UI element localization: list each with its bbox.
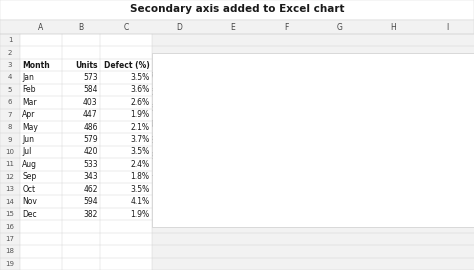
Text: 3.5%: 3.5%: [130, 147, 150, 157]
Bar: [199, 94, 212, 188]
Text: B: B: [78, 22, 83, 32]
Text: 2.4%: 2.4%: [130, 160, 150, 169]
Text: D: D: [176, 22, 182, 32]
Text: 11: 11: [6, 161, 15, 167]
Legend: Units, Defect (%): Units, Defect (%): [251, 212, 374, 227]
Text: 2: 2: [8, 50, 12, 56]
Text: 10: 10: [6, 149, 15, 155]
Text: Apr: Apr: [22, 110, 36, 119]
Bar: [270, 110, 283, 188]
Text: 2.1%: 2.1%: [131, 123, 150, 132]
Text: 3.7%: 3.7%: [130, 135, 150, 144]
Text: Jun: Jun: [22, 135, 35, 144]
Text: F: F: [284, 22, 288, 32]
Text: 3.5%: 3.5%: [130, 185, 150, 194]
Text: C: C: [123, 22, 128, 32]
Text: 17: 17: [6, 236, 15, 242]
Text: I: I: [446, 22, 448, 32]
Text: A: A: [38, 22, 44, 32]
Text: 4.1%: 4.1%: [130, 197, 150, 206]
Text: 18: 18: [6, 248, 15, 254]
Text: 382: 382: [83, 210, 98, 219]
Text: Secondary axis added to Excel chart: Secondary axis added to Excel chart: [130, 4, 344, 14]
Text: Defect (%): Defect (%): [104, 60, 150, 70]
Text: 462: 462: [83, 185, 98, 194]
Text: 3: 3: [8, 62, 12, 68]
Text: 7: 7: [8, 112, 12, 118]
Text: 1.9%: 1.9%: [130, 110, 150, 119]
Bar: [389, 114, 402, 188]
Text: 16: 16: [6, 224, 15, 230]
Text: 15: 15: [6, 211, 14, 217]
Bar: [341, 102, 355, 188]
Text: 4: 4: [8, 75, 12, 80]
Text: 1.8%: 1.8%: [131, 172, 150, 181]
Text: 3.5%: 3.5%: [130, 73, 150, 82]
Text: Month: Month: [22, 60, 50, 70]
Text: 343: 343: [83, 172, 98, 181]
Bar: [175, 96, 188, 188]
Text: 14: 14: [6, 199, 14, 205]
Text: 533: 533: [83, 160, 98, 169]
Text: Aug: Aug: [22, 160, 37, 169]
Text: 1.9%: 1.9%: [130, 210, 150, 219]
Text: 573: 573: [83, 73, 98, 82]
Text: Jul: Jul: [22, 147, 32, 157]
Bar: [223, 123, 236, 188]
Bar: [412, 92, 426, 188]
Text: 594: 594: [83, 197, 98, 206]
Text: Sep: Sep: [22, 172, 36, 181]
Text: Units: Units: [75, 60, 98, 70]
Text: 3.6%: 3.6%: [130, 85, 150, 94]
Bar: [318, 120, 330, 188]
Text: Dec: Dec: [22, 210, 37, 219]
Text: G: G: [337, 22, 343, 32]
Text: 9: 9: [8, 137, 12, 143]
Text: 6: 6: [8, 99, 12, 105]
Text: 8: 8: [8, 124, 12, 130]
Bar: [246, 116, 259, 188]
Text: 1: 1: [8, 37, 12, 43]
Text: H: H: [391, 22, 396, 32]
Text: 12: 12: [6, 174, 14, 180]
Bar: [436, 127, 449, 188]
Text: 420: 420: [83, 147, 98, 157]
Text: 19: 19: [6, 261, 15, 267]
Text: Mar: Mar: [22, 98, 37, 107]
Text: 579: 579: [83, 135, 98, 144]
Text: 447: 447: [83, 110, 98, 119]
Text: Nov: Nov: [22, 197, 37, 206]
Text: 13: 13: [6, 186, 15, 192]
Text: 403: 403: [83, 98, 98, 107]
Text: May: May: [22, 123, 38, 132]
Text: Jan: Jan: [22, 73, 34, 82]
Bar: [294, 95, 307, 188]
Text: 5: 5: [8, 87, 12, 93]
Text: 584: 584: [83, 85, 98, 94]
Text: E: E: [230, 22, 235, 32]
Text: 2.6%: 2.6%: [130, 98, 150, 107]
Text: Feb: Feb: [22, 85, 36, 94]
Text: Oct: Oct: [22, 185, 36, 194]
Text: 486: 486: [83, 123, 98, 132]
Bar: [365, 133, 378, 188]
Title: Production vs. Defects: Production vs. Defects: [242, 60, 383, 73]
